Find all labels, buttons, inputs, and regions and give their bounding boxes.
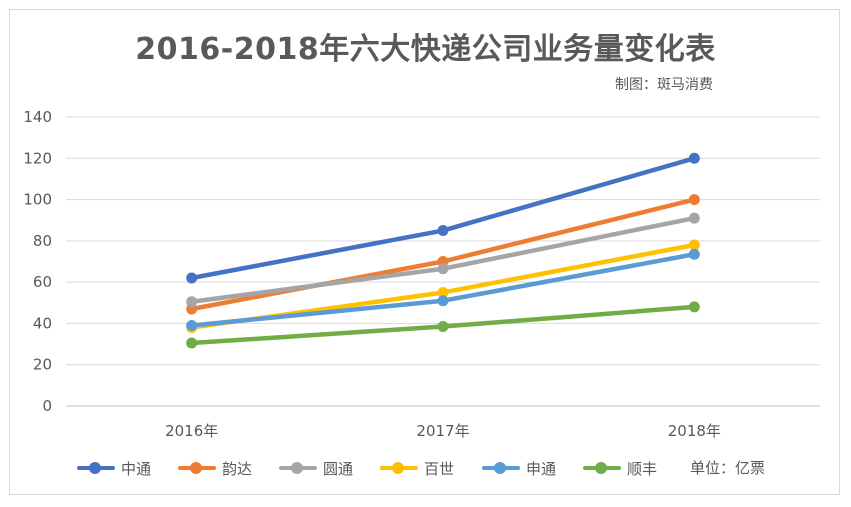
y-tick-label: 20 <box>33 356 52 374</box>
x-tick-label: 2018年 <box>668 422 721 440</box>
legend-swatch <box>480 456 522 480</box>
chart-legend: 中通 韵达 圆通 百世 申通 顺丰 <box>0 456 851 480</box>
unit-note: 单位：亿票 <box>690 459 766 477</box>
data-point <box>688 212 700 224</box>
data-point <box>186 337 198 349</box>
data-point <box>186 296 198 308</box>
legend-label: 申通 <box>526 459 557 478</box>
y-tick-label: 0 <box>42 397 52 415</box>
legend-item: 圆通 <box>277 456 353 480</box>
x-tick-label: 2016年 <box>165 422 218 440</box>
y-tick-label: 80 <box>33 232 52 250</box>
data-point <box>186 272 198 284</box>
legend-swatch <box>277 456 319 480</box>
series-圆通 <box>186 212 700 308</box>
legend-label: 顺丰 <box>627 459 658 478</box>
series-顺丰 <box>186 301 700 349</box>
data-point <box>437 286 449 298</box>
legend-item: 顺丰 <box>581 456 657 480</box>
series-中通 <box>186 152 700 284</box>
data-point <box>437 321 449 333</box>
series-申通 <box>186 248 700 331</box>
chart-credit: 制图：斑马消费 <box>615 77 713 93</box>
data-point <box>688 301 700 313</box>
legend-swatch <box>75 456 117 480</box>
y-tick-label: 120 <box>23 149 52 167</box>
legend-label: 韵达 <box>222 459 253 478</box>
legend-swatch <box>581 456 623 480</box>
legend-item: 百世 <box>378 456 454 480</box>
legend-label: 圆通 <box>323 459 354 478</box>
legend-item: 中通 <box>75 456 151 480</box>
y-tick-label: 100 <box>23 191 52 209</box>
x-tick-label: 2017年 <box>416 422 469 440</box>
data-point <box>437 263 449 275</box>
legend-swatch <box>378 456 420 480</box>
data-point <box>437 225 449 237</box>
legend-label: 百世 <box>424 459 455 478</box>
chart-title: 2016-2018年六大快递公司业务量变化表 <box>135 32 716 67</box>
data-point <box>688 194 700 206</box>
data-point <box>437 295 449 307</box>
y-tick-label: 60 <box>33 273 52 291</box>
legend-item: 韵达 <box>176 456 252 480</box>
legend-swatch <box>176 456 218 480</box>
chart-frame <box>9 9 840 495</box>
data-point <box>186 319 198 331</box>
data-point <box>688 152 700 164</box>
y-tick-label: 40 <box>33 314 52 332</box>
data-point <box>688 248 700 260</box>
legend-label: 中通 <box>121 459 152 478</box>
legend-item: 申通 <box>480 456 556 480</box>
data-point <box>688 239 700 251</box>
y-tick-label: 140 <box>23 108 52 126</box>
